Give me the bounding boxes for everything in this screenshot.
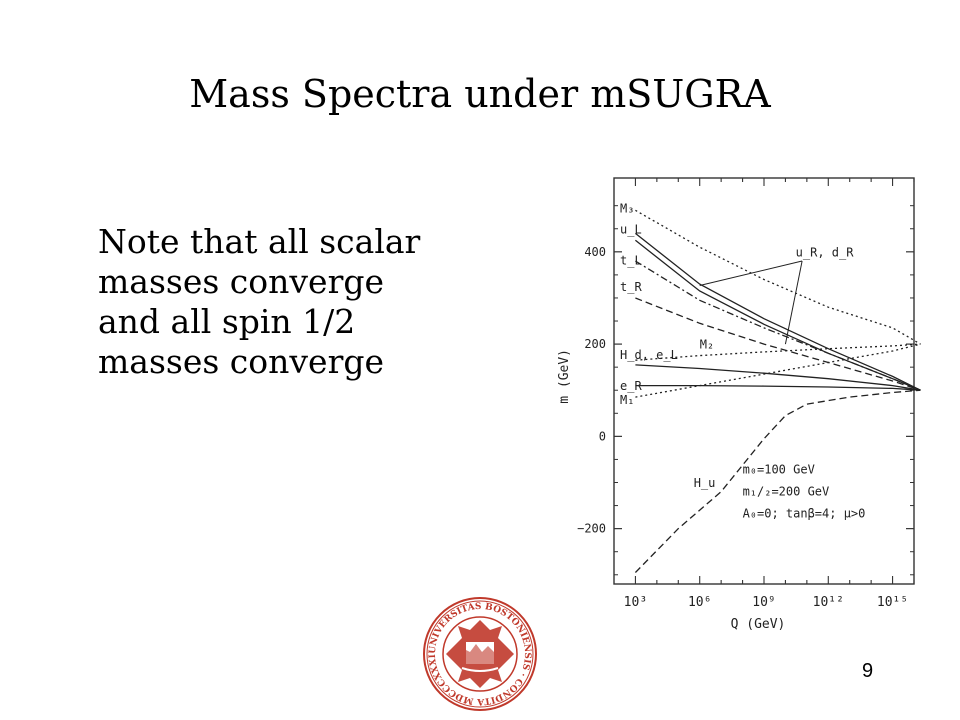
y-tick-label-1: 200 [584, 337, 606, 351]
annotation-line-2: A₀=0; tanβ=4; μ>0 [743, 506, 866, 520]
series-label-8: M₁ [620, 393, 634, 407]
note-text: Note that all scalar masses converge and… [98, 222, 478, 382]
series-label-3: t_L [620, 254, 642, 268]
y-axis-label: m (GeV) [557, 349, 572, 404]
x-tick-label-4: 10¹⁵ [877, 595, 908, 610]
mass-spectra-chart: 400 200 0 −200 10³ 10⁶ 10⁹ 10¹² 10¹⁵ Q (GeV) m (Ge… [557, 177, 921, 632]
series-line-9 [634, 389, 921, 573]
series-label-1: u_L [620, 222, 642, 236]
series-line-3 [635, 260, 921, 391]
y-tick-label-2: 0 [599, 429, 606, 443]
series-label-7: e_R [620, 379, 642, 393]
series-line-4 [635, 297, 921, 391]
university-seal: UNIVERSITAS BOSTONIENSIS · CONDITA MDCCC… [422, 596, 537, 711]
series-line-5 [635, 343, 921, 361]
series-line-8 [635, 343, 921, 398]
series-label-6: H_d, e_L [620, 348, 678, 362]
note-line-3: and all spin 1/2 [98, 302, 356, 341]
series-line-0 [635, 209, 921, 345]
series-label-9: H_u [694, 476, 716, 490]
series-label-5: M₂ [700, 338, 714, 352]
x-tick-label-1: 10⁶ [688, 595, 711, 610]
annotation-line-0: m₀=100 GeV [743, 462, 815, 476]
annotation-line-1: m₁/₂=200 GeV [743, 484, 830, 498]
note-line-4: masses converge [98, 342, 384, 381]
series-label-4: t_R [620, 280, 642, 294]
note-line-2: masses converge [98, 262, 384, 301]
slide-title: Mass Spectra under mSUGRA [189, 72, 771, 116]
plot-frame [613, 177, 915, 585]
y-tick-label-0: 400 [584, 245, 606, 259]
note-line-1: Note that all scalar [98, 222, 421, 261]
page-number: 9 [862, 660, 874, 682]
series-line-7 [635, 384, 921, 391]
callout-leader-0 [699, 260, 803, 286]
y-tick-label-3: −200 [577, 522, 606, 536]
callout-leader-1 [784, 260, 803, 345]
series-line-1 [634, 232, 921, 391]
x-axis-label: Q (GeV) [731, 617, 786, 632]
series-label-0: M₃ [620, 202, 634, 216]
x-tick-label-3: 10¹² [813, 595, 844, 610]
series-line-6 [635, 364, 921, 391]
callout-label: u_R, d_R [796, 245, 855, 259]
x-tick-label-0: 10³ [624, 595, 647, 610]
x-tick-label-2: 10⁹ [752, 595, 775, 610]
